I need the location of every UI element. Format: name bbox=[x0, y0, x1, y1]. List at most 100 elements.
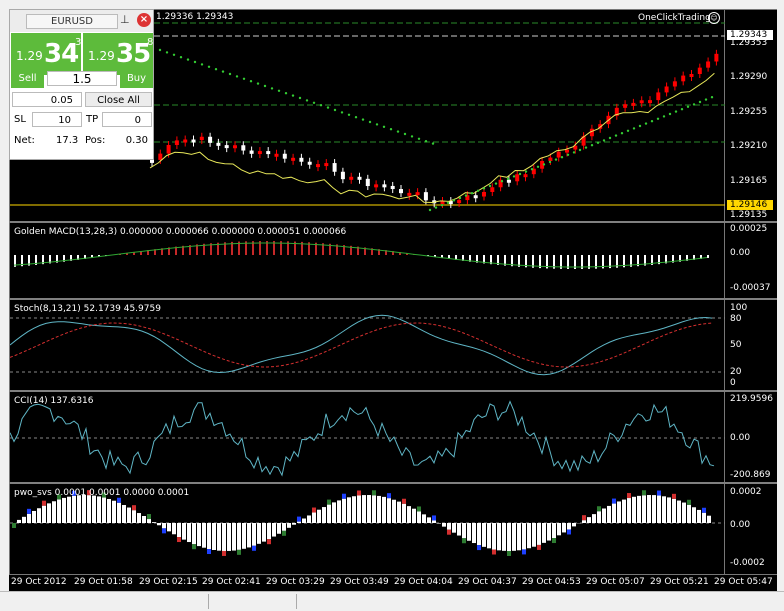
pwo-bar bbox=[547, 523, 551, 541]
buy-quote[interactable]: 1.29 35 8 bbox=[83, 33, 153, 75]
pane-separator-cci[interactable] bbox=[9, 390, 777, 392]
pwo-cap bbox=[672, 494, 676, 499]
trend-dot bbox=[264, 85, 266, 87]
trend-dot bbox=[187, 58, 189, 60]
pwo-bar bbox=[357, 495, 361, 523]
sell-price-small: 1.29 bbox=[16, 49, 43, 63]
pwo-cap bbox=[132, 505, 136, 510]
pwo-bar bbox=[452, 523, 456, 533]
time-label: 29 Oct 03:29 bbox=[266, 577, 325, 587]
lot-size-input[interactable]: 1.5 bbox=[47, 71, 117, 86]
trend-dot bbox=[397, 130, 399, 132]
candle bbox=[407, 193, 411, 196]
pwo-cap bbox=[162, 528, 166, 533]
pwo-bar bbox=[617, 501, 621, 523]
pwo-bar bbox=[482, 523, 486, 547]
pwo-cap bbox=[447, 530, 451, 535]
trend-dot bbox=[327, 106, 329, 108]
symbol-selector[interactable]: EURUSD bbox=[26, 14, 118, 29]
candle bbox=[167, 145, 171, 154]
trend-dot bbox=[334, 109, 336, 111]
price-label: 1.29165 bbox=[730, 176, 767, 186]
tp-input[interactable]: 0 bbox=[102, 112, 152, 127]
pin-icon[interactable]: ⊥ bbox=[120, 13, 130, 26]
pwo-bar bbox=[392, 500, 396, 523]
close-all-button[interactable]: Close All bbox=[85, 92, 152, 107]
candle bbox=[681, 76, 685, 82]
panel-title-bar[interactable]: EURUSD ⊥ × bbox=[10, 10, 153, 32]
sell-button[interactable]: Sell bbox=[11, 70, 44, 88]
pwo-bar bbox=[82, 495, 86, 523]
pwo-bar bbox=[537, 523, 541, 545]
one-click-trading-panel[interactable]: EURUSD ⊥ × 1.29 34 3 1.29 35 8 Sell 1.5 … bbox=[9, 9, 154, 160]
pwo-bar bbox=[157, 523, 161, 525]
pane-separator-pwo[interactable] bbox=[9, 482, 777, 484]
macd-bar bbox=[707, 255, 709, 258]
trend-dot bbox=[355, 116, 357, 118]
pwo-bar bbox=[132, 510, 136, 523]
pwo-bar bbox=[47, 503, 51, 523]
pos-label: Pos: bbox=[85, 135, 105, 146]
candle bbox=[358, 177, 362, 180]
pwo-bar bbox=[477, 523, 481, 545]
candle bbox=[706, 61, 710, 67]
pwo-cap bbox=[387, 493, 391, 498]
pwo-bar bbox=[117, 503, 121, 523]
buy-button[interactable]: Buy bbox=[120, 70, 153, 88]
smile-icon[interactable]: ☺ bbox=[708, 12, 720, 24]
risk-input[interactable]: 0.05 bbox=[12, 92, 82, 107]
trend-dot bbox=[441, 204, 443, 206]
trend-dot bbox=[645, 122, 647, 124]
trend-dot bbox=[383, 126, 385, 128]
trend-dot bbox=[292, 94, 294, 96]
candle bbox=[291, 158, 295, 161]
pwo-bar bbox=[22, 517, 26, 523]
trend-dot bbox=[537, 166, 539, 168]
time-label: 29 Oct 05:07 bbox=[586, 577, 645, 587]
candle bbox=[299, 158, 303, 162]
trend-dot bbox=[531, 168, 533, 170]
time-label: 29 Oct 02:15 bbox=[139, 577, 198, 587]
close-icon[interactable]: × bbox=[137, 13, 151, 27]
pwo-bar bbox=[427, 517, 431, 523]
pwo-bar bbox=[682, 503, 686, 523]
trend-dot bbox=[299, 97, 301, 99]
trend-dot bbox=[591, 144, 593, 146]
status-divider bbox=[296, 594, 297, 609]
moving-average-line bbox=[150, 73, 714, 202]
candle bbox=[490, 187, 494, 192]
pwo-bar bbox=[612, 504, 616, 523]
time-label: 29 Oct 04:37 bbox=[458, 577, 517, 587]
time-label: 29 Oct 04:04 bbox=[394, 577, 453, 587]
pwo-bar bbox=[632, 497, 636, 523]
pwo-cap bbox=[12, 523, 16, 528]
trend-dot bbox=[369, 121, 371, 123]
pwo-cap bbox=[297, 517, 301, 522]
pwo-bar bbox=[622, 500, 626, 523]
trend-dot bbox=[579, 149, 581, 151]
pwo-bar bbox=[667, 497, 671, 523]
sell-quote[interactable]: 1.29 34 3 bbox=[11, 33, 81, 75]
pane-separator-stoch[interactable] bbox=[9, 298, 777, 300]
pwo-bar bbox=[322, 507, 326, 523]
trend-dot bbox=[675, 110, 677, 112]
price-label: 1.29290 bbox=[730, 72, 767, 82]
pos-value: 0.30 bbox=[122, 135, 148, 146]
sl-input[interactable]: 10 bbox=[32, 112, 82, 127]
macd-scale-label: 0.00 bbox=[730, 248, 750, 258]
pwo-bar bbox=[352, 496, 356, 523]
pwo-bar bbox=[497, 523, 501, 550]
price-label: 1.29210 bbox=[730, 141, 767, 151]
candle bbox=[673, 81, 677, 86]
pane-separator-macd[interactable] bbox=[9, 221, 777, 223]
pwo-cap bbox=[612, 499, 616, 504]
stoch-scale-label: 100 bbox=[730, 303, 747, 313]
pwo-cap bbox=[207, 549, 211, 554]
pwo-bar bbox=[152, 522, 156, 523]
pwo-bar bbox=[102, 498, 106, 523]
pwo-bar bbox=[582, 520, 586, 523]
candle bbox=[648, 100, 652, 103]
pwo-bar bbox=[127, 508, 131, 523]
stoch-scale-label: 50 bbox=[730, 340, 741, 350]
trend-dot bbox=[549, 161, 551, 163]
